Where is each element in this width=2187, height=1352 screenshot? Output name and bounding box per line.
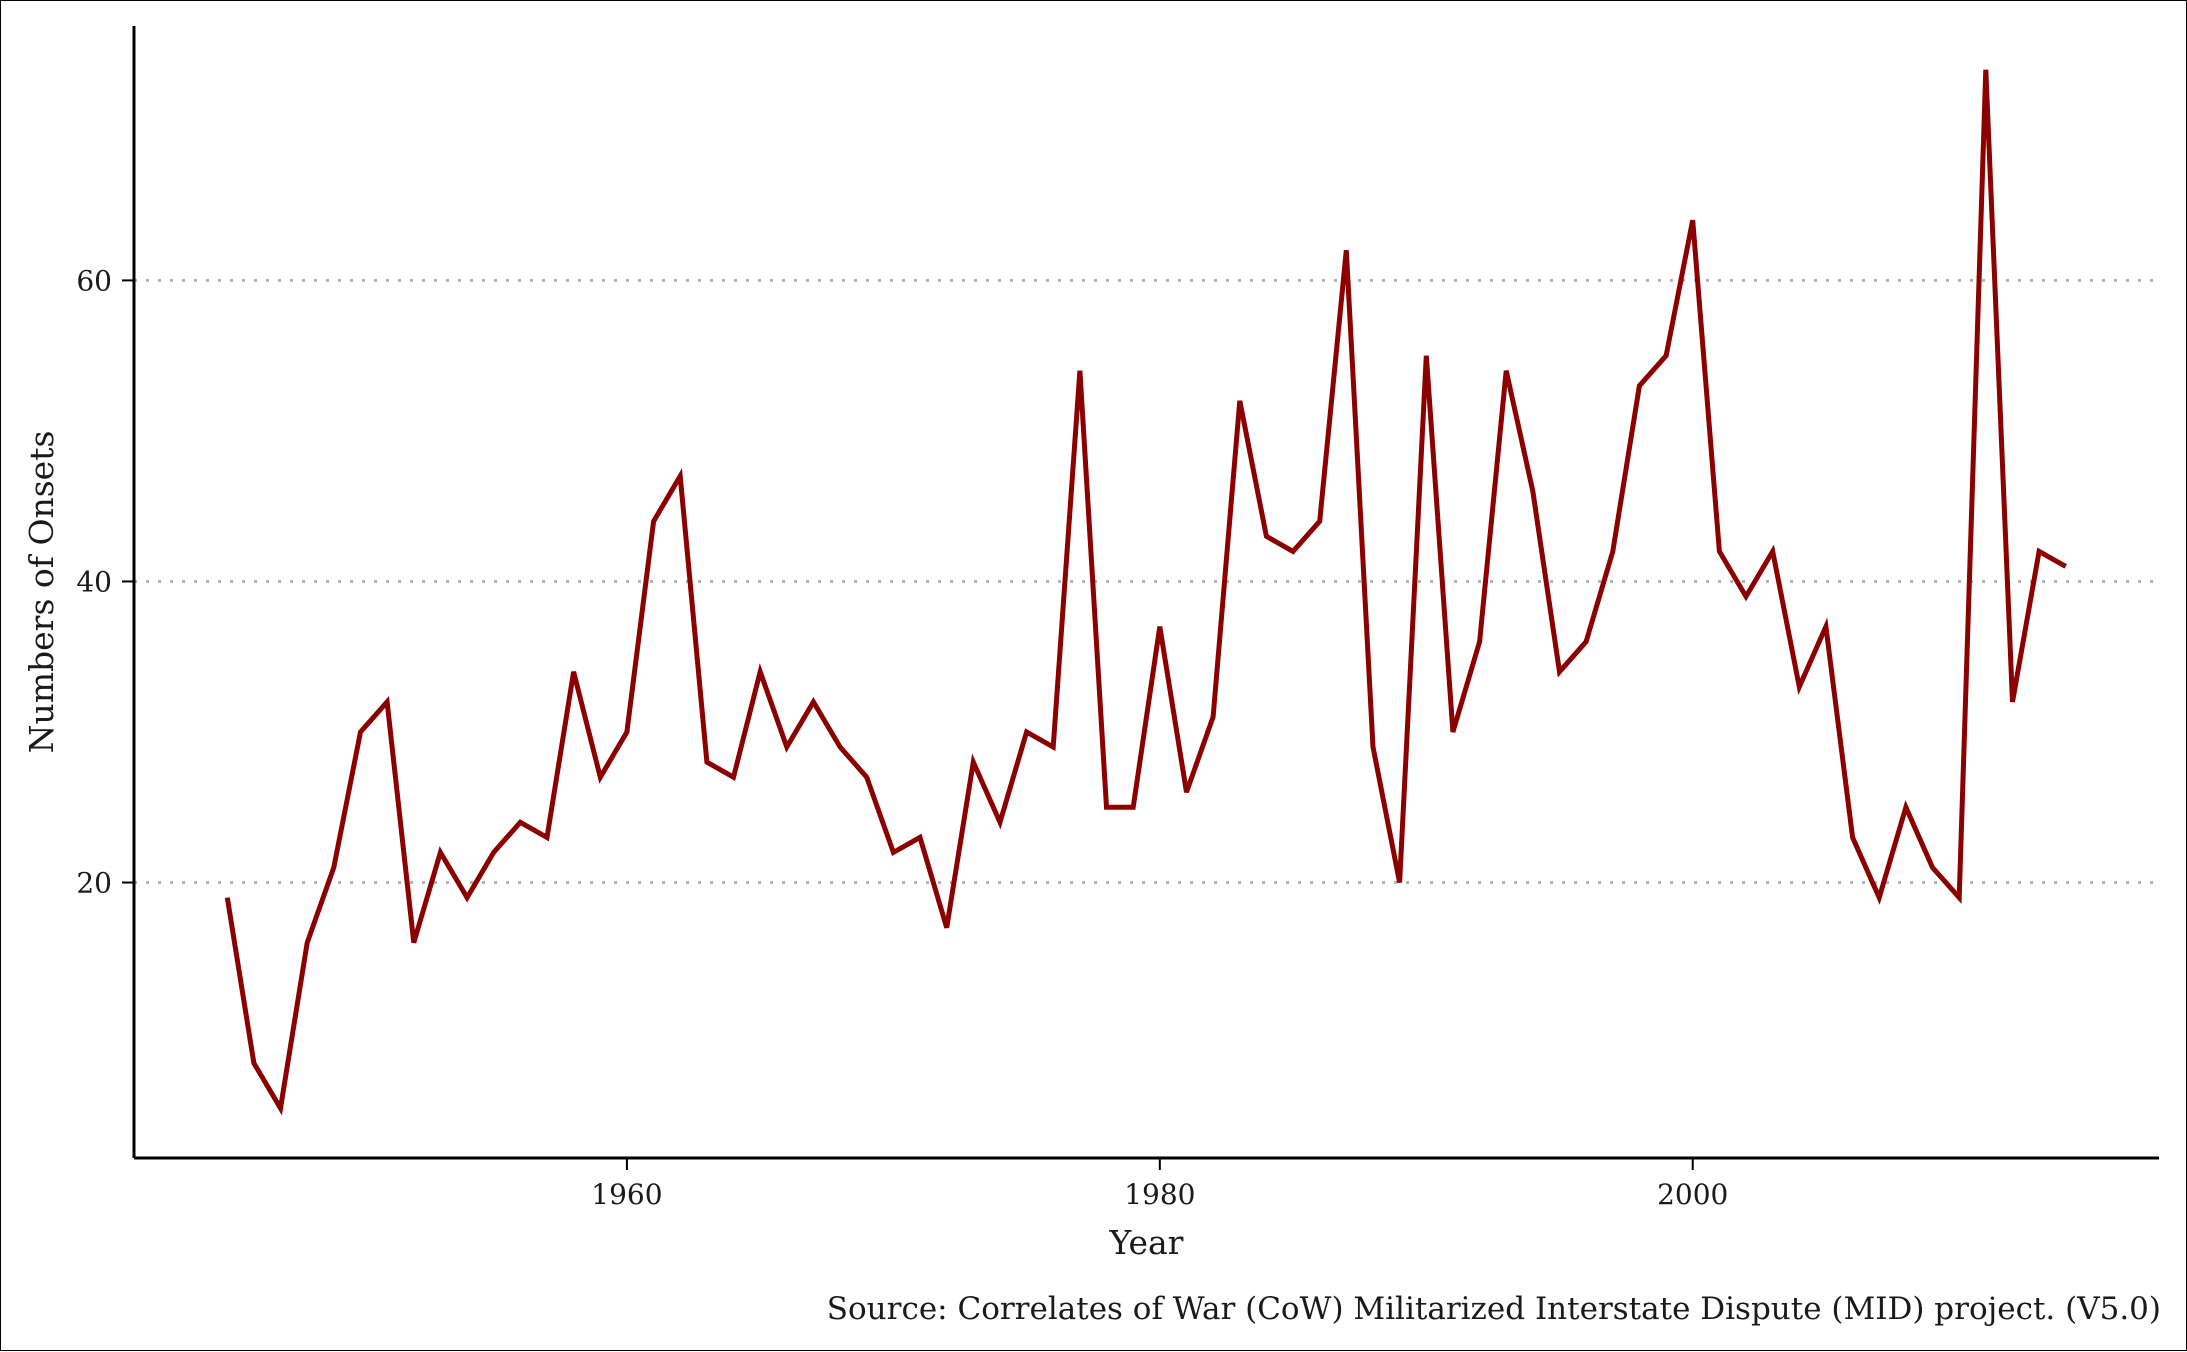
gridlines [134, 278, 2159, 885]
y-tick-label: 20 [76, 867, 112, 900]
x-tick-label: 2000 [1657, 1178, 1728, 1211]
x-tick-label: 1980 [1124, 1178, 1195, 1211]
x-tick-label: 1960 [591, 1178, 662, 1211]
y-axis-title: Numbers of Onsets [22, 431, 61, 754]
x-axis-ticks: 1960 1980 2000 [591, 1158, 1728, 1211]
series-group [224, 69, 2067, 1116]
series-line [224, 69, 2067, 1116]
y-tick-label: 60 [76, 264, 112, 297]
source-caption: Source: Correlates of War (CoW) Militari… [827, 1291, 2161, 1327]
x-axis-title: Year [1109, 1223, 1184, 1262]
y-tick-label: 40 [76, 565, 112, 598]
y-axis-ticks: 20 40 60 [76, 264, 134, 900]
